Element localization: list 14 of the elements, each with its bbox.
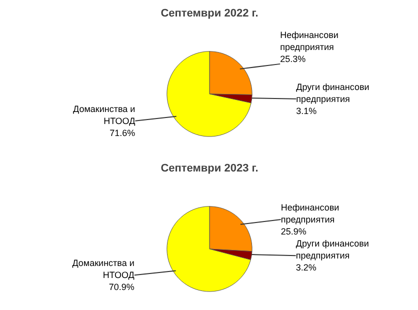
data-label: 3.2%: [296, 262, 316, 273]
slice-label: Домакинства и НТООД: [73, 104, 136, 126]
chart-title: Септември 2023 г.: [160, 162, 258, 174]
data-label: 3.1%: [296, 106, 317, 116]
slice-label: Нефинансови предприятия: [280, 202, 340, 225]
slice-label: Нефинансови предприятия: [280, 30, 338, 52]
data-label: 25.3%: [280, 54, 306, 64]
data-label: 71.6%: [110, 128, 136, 138]
data-label: 25.9%: [280, 226, 306, 237]
slice-label: Домакинства и НТООД: [72, 258, 134, 280]
slice-label: Други финансови предприятия: [296, 82, 370, 104]
data-label: 70.9%: [108, 282, 134, 292]
chart-title: Септември 2022 г.: [160, 8, 258, 20]
slice-label: Други финансови предприятия: [296, 238, 369, 261]
